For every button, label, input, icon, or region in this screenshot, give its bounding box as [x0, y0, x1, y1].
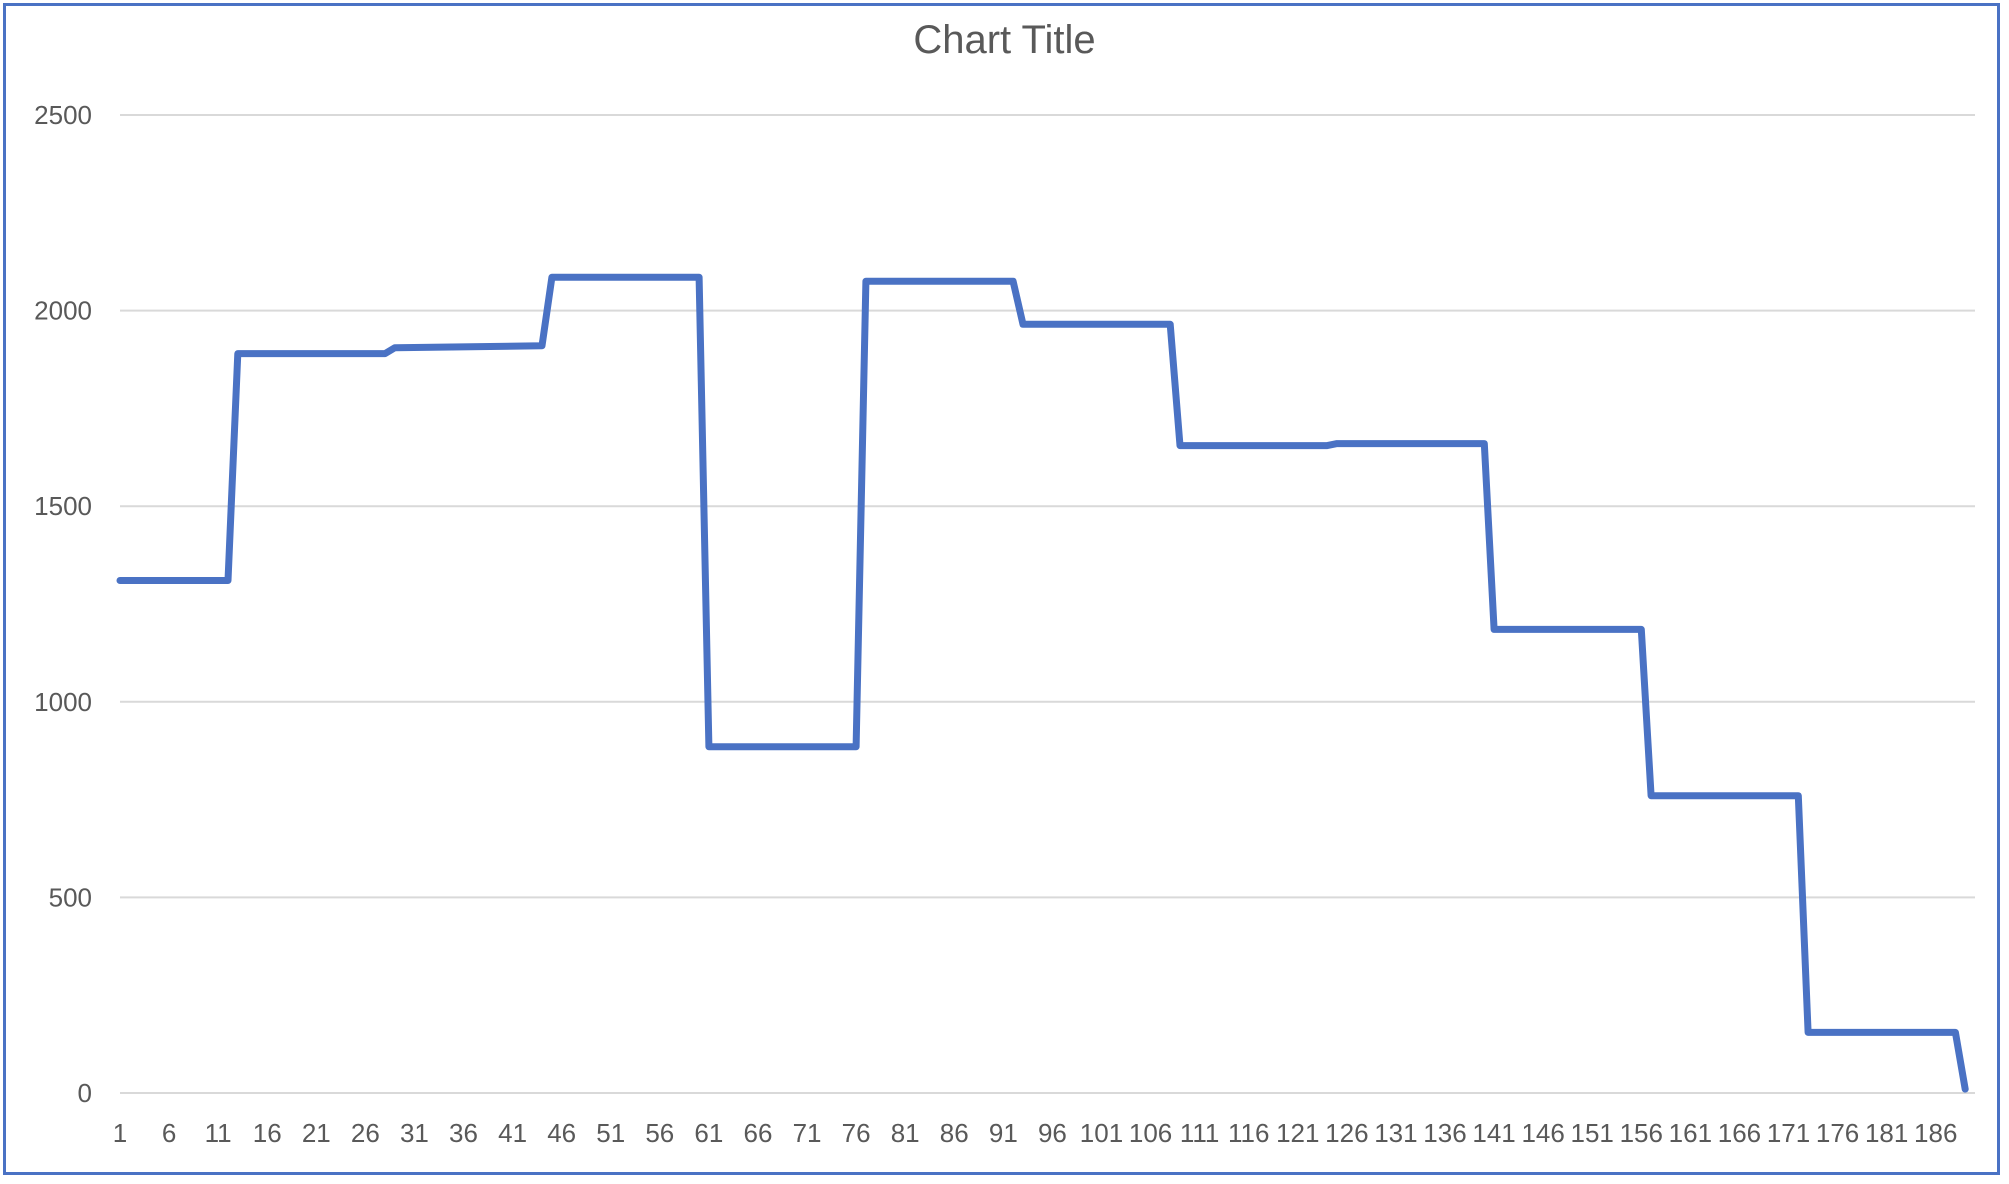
- x-tick-label: 86: [940, 1118, 969, 1148]
- x-tick-label: 96: [1038, 1118, 1067, 1148]
- x-tick-label: 56: [645, 1118, 674, 1148]
- x-tick-label: 76: [842, 1118, 871, 1148]
- x-tick-label: 151: [1571, 1118, 1614, 1148]
- x-tick-label: 11: [205, 1118, 232, 1148]
- x-tick-label: 51: [596, 1118, 625, 1148]
- gridlines: [120, 114, 1975, 1094]
- x-tick-label: 31: [400, 1118, 429, 1148]
- y-tick-label: 1000: [34, 687, 92, 717]
- x-tick-label: 106: [1129, 1118, 1172, 1148]
- y-tick-label: 0: [78, 1078, 92, 1108]
- x-tick-label: 66: [744, 1118, 773, 1148]
- y-tick-label: 2500: [34, 100, 92, 130]
- x-tick-label: 26: [351, 1118, 380, 1148]
- x-tick-label: 36: [449, 1118, 478, 1148]
- y-tick-label: 2000: [34, 296, 92, 326]
- y-tick-label: 1500: [34, 491, 92, 521]
- x-tick-label: 46: [547, 1118, 576, 1148]
- x-tick-label: 171: [1767, 1118, 1810, 1148]
- y-tick-label: 500: [49, 882, 92, 912]
- x-tick-label: 176: [1816, 1118, 1859, 1148]
- x-tick-label: 126: [1325, 1118, 1368, 1148]
- x-tick-label: 116: [1228, 1118, 1269, 1148]
- y-axis: 0 500 1000 1500 2000 2500: [34, 100, 92, 1108]
- x-tick-label: 181: [1865, 1118, 1908, 1148]
- x-tick-label: 166: [1718, 1118, 1761, 1148]
- x-tick-label: 71: [793, 1118, 822, 1148]
- x-tick-label: 136: [1423, 1118, 1466, 1148]
- x-tick-label: 101: [1080, 1118, 1123, 1148]
- series-line: [116, 273, 1969, 1093]
- x-axis: 1 6 11 16 21 26 31 36 41 46 51 56 61 66 71 76 81 86 91 96 10…: [113, 1118, 1958, 1148]
- x-tick-label: 21: [302, 1118, 331, 1148]
- chart-frame: [3, 3, 2000, 1175]
- x-tick-label: 1: [113, 1118, 127, 1148]
- x-tick-label: 41: [498, 1118, 527, 1148]
- x-tick-label: 111: [1180, 1118, 1220, 1148]
- x-tick-label: 91: [989, 1118, 1018, 1148]
- x-tick-label: 61: [694, 1118, 723, 1148]
- series: [116, 273, 1969, 1093]
- x-tick-label: 156: [1620, 1118, 1663, 1148]
- x-tick-label: 81: [891, 1118, 920, 1148]
- x-tick-label: 16: [253, 1118, 282, 1148]
- chart-title: Chart Title: [913, 18, 1096, 62]
- x-tick-label: 121: [1276, 1118, 1319, 1148]
- x-tick-label: 146: [1521, 1118, 1564, 1148]
- x-tick-label: 141: [1472, 1118, 1515, 1148]
- x-tick-label: 161: [1669, 1118, 1712, 1148]
- x-tick-label: 186: [1914, 1118, 1957, 1148]
- x-tick-label: 6: [162, 1118, 176, 1148]
- x-tick-label: 131: [1374, 1118, 1417, 1148]
